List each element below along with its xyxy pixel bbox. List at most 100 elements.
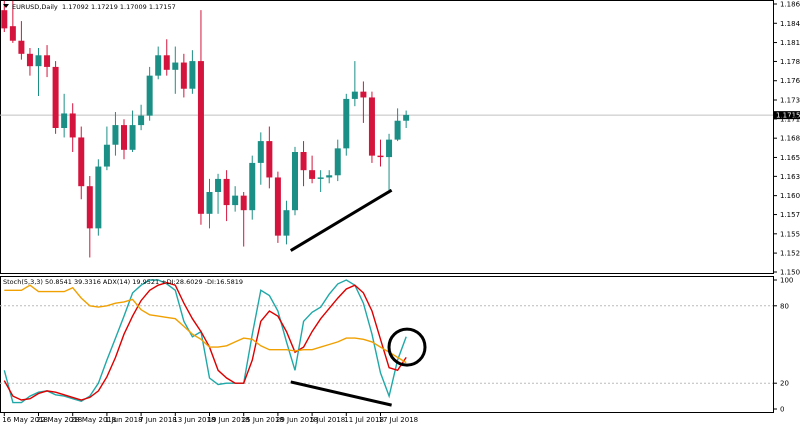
bull-candle-body xyxy=(189,61,196,89)
price-tick-label: 1.16840 xyxy=(780,135,800,143)
current-price-line: 1.17157 xyxy=(0,111,800,120)
bear-candle-body xyxy=(309,170,316,179)
indicator-tick-label: 20 xyxy=(780,380,789,388)
date-tick-label: 28 May 2018 xyxy=(71,416,117,424)
bull-candle-body xyxy=(35,55,42,67)
bear-candle-body xyxy=(377,155,384,158)
indicator-line-2 xyxy=(3,281,407,401)
date-tick-label: 19 Jun 2018 xyxy=(208,416,250,424)
date-tick-label: 7 Jun 2018 xyxy=(139,416,177,424)
price-trendline xyxy=(289,188,393,252)
bull-candle-body xyxy=(351,91,358,99)
date-tick-label: 5 Jul 2018 xyxy=(310,416,345,424)
current-price-label: 1.17157 xyxy=(776,112,800,120)
bear-candle-body xyxy=(26,53,33,67)
price-y-axis: 1.18685 1.18420 1.18155 1.17895 1.17630 1.173… xyxy=(773,1,800,277)
bull-candle-body xyxy=(129,125,136,150)
date-tick-label: 1 Jun 2018 xyxy=(105,416,143,424)
price-tick-label: 1.15260 xyxy=(780,250,800,258)
indicator-trendline xyxy=(290,380,392,407)
price-tick-label: 1.17895 xyxy=(780,58,800,66)
indicator-y-axis: 100 80 20 0 xyxy=(773,277,793,414)
symbol-label: EURUSD,Daily xyxy=(12,3,58,11)
bear-candle-body xyxy=(274,177,281,236)
bull-candle-body xyxy=(317,177,324,179)
bull-candle-body xyxy=(146,75,153,116)
date-tick-label: 11 Jul 2018 xyxy=(344,416,384,424)
indicator-line-3 xyxy=(4,284,407,364)
price-tick-label: 1.17365 xyxy=(780,97,800,105)
bear-candle-body xyxy=(360,91,367,98)
date-tick-label: 22 May 2018 xyxy=(37,416,83,424)
bear-candle-body xyxy=(223,178,230,206)
bear-candle-body xyxy=(9,26,16,41)
stoch-levels xyxy=(0,305,773,384)
bull-candle-body xyxy=(326,175,333,178)
bull-candle-body xyxy=(138,115,145,126)
bull-candle-body xyxy=(232,195,239,206)
indicator-line-1 xyxy=(3,279,407,404)
date-tick-label: 25 Jun 2018 xyxy=(242,416,284,424)
indicator-lines xyxy=(3,279,407,404)
bear-candle-body xyxy=(163,55,170,70)
price-tick-label: 1.18420 xyxy=(780,20,800,28)
bull-candle-body xyxy=(112,125,119,145)
bear-candle-body xyxy=(86,186,93,229)
price-trendline xyxy=(289,188,393,252)
bull-candle-body xyxy=(155,55,162,76)
indicator-tick-label: 80 xyxy=(780,302,789,310)
bull-candle-body xyxy=(95,166,102,229)
bear-candle-body xyxy=(197,61,204,214)
bull-candle-body xyxy=(292,152,298,211)
price-tick-label: 1.16315 xyxy=(780,173,800,181)
price-tick-label: 1.17105 xyxy=(780,115,800,123)
bull-candle-body xyxy=(61,113,68,128)
current-price-box xyxy=(774,111,800,120)
bear-candle-body xyxy=(180,62,187,89)
date-tick-label: 16 May 2018 xyxy=(2,416,48,424)
bull-candle-body xyxy=(394,120,401,140)
bear-candle-body xyxy=(78,137,85,187)
bull-candle-body xyxy=(103,144,110,167)
candles xyxy=(1,0,410,258)
bull-candle-body xyxy=(343,98,350,149)
price-tick-label: 1.18155 xyxy=(780,39,800,47)
price-tick-label: 1.15790 xyxy=(780,211,800,219)
bull-candle-body xyxy=(206,192,213,214)
date-tick-label: 17 Jul 2018 xyxy=(379,416,419,424)
bull-candle-body xyxy=(249,162,256,211)
price-tick-label: 1.18685 xyxy=(780,1,800,9)
ohlc-label: 1.17092 1.17219 1.17009 1.17157 xyxy=(62,3,176,11)
price-tick-label: 1.16575 xyxy=(780,154,800,162)
bear-candle-body xyxy=(1,10,8,29)
date-tick-label: 13 Jun 2018 xyxy=(173,416,215,424)
bull-candle-body xyxy=(215,178,222,192)
bull-candle-body xyxy=(334,148,341,176)
bear-candle-body xyxy=(44,55,51,67)
indicator-tick-label: 100 xyxy=(780,277,793,285)
indicator-tick-label: 0 xyxy=(780,406,784,414)
highlight-circle xyxy=(387,327,427,367)
price-panel-frame xyxy=(0,0,774,274)
symbol-dropdown-icon[interactable] xyxy=(3,4,9,8)
bull-candle-body xyxy=(386,139,393,158)
bull-candle-body xyxy=(403,114,410,121)
price-tick-label: 1.15000 xyxy=(780,269,800,277)
bull-candle-body xyxy=(283,210,290,236)
indicator-annotations xyxy=(290,327,427,407)
bear-candle-body xyxy=(300,152,307,171)
indicator-label: Stoch(5,3,3) 50.8541 39.3316 ADX(14) 19.… xyxy=(3,278,243,286)
bear-candle-body xyxy=(266,141,273,178)
bear-candle-body xyxy=(240,195,247,211)
bear-candle-body xyxy=(69,113,76,138)
date-tick-label: 29 Jun 2018 xyxy=(276,416,318,424)
bull-candle-body xyxy=(257,141,264,163)
price-tick-label: 1.15525 xyxy=(780,230,800,238)
bull-candle-body xyxy=(172,62,179,70)
price-tick-label: 1.16050 xyxy=(780,192,800,200)
bear-candle-body xyxy=(52,66,59,128)
bear-candle-body xyxy=(18,40,25,54)
